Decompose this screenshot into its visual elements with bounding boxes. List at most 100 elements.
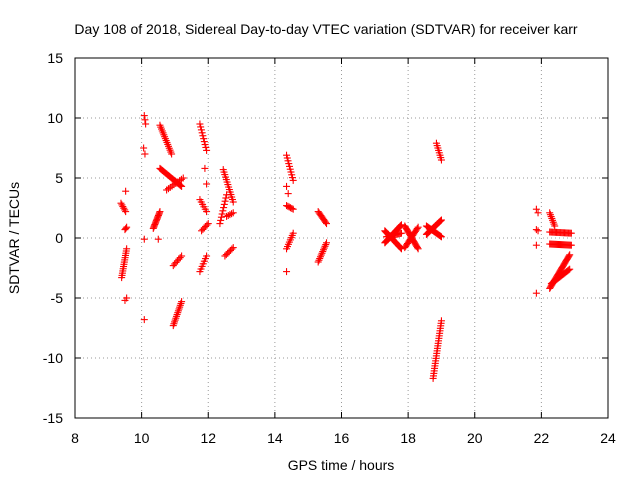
y-tick-label: 0: [55, 230, 63, 246]
data-point: [140, 144, 148, 152]
x-axis-label: GPS time / hours: [288, 457, 395, 473]
data-point: [323, 239, 331, 247]
data-point: [437, 216, 445, 224]
data-point: [216, 220, 224, 228]
data-point: [123, 223, 131, 231]
data-point: [289, 229, 297, 237]
data-point: [323, 220, 331, 228]
x-tick-label: 14: [267, 430, 283, 446]
data-point: [565, 266, 573, 274]
plot-frame: [74, 57, 609, 419]
data-point: [228, 210, 236, 218]
data-point: [414, 245, 422, 253]
data-point: [284, 190, 292, 198]
data-point: [203, 180, 211, 188]
data-point: [437, 317, 445, 325]
data-point: [437, 232, 445, 240]
data-point: [283, 268, 291, 276]
data-point: [532, 205, 540, 213]
data-point: [200, 135, 208, 143]
data-point: [121, 206, 129, 214]
grid-lines: [75, 58, 608, 418]
data-point: [201, 141, 209, 149]
data-point: [397, 245, 405, 253]
data-point: [321, 242, 329, 250]
data-point: [317, 251, 325, 259]
data-point: [203, 252, 211, 260]
data-point: [141, 150, 149, 158]
data-point: [229, 244, 237, 252]
data-points: [117, 112, 575, 382]
y-tick-label: 15: [47, 50, 63, 66]
x-tick-labels: 8 10 12 14 16 18 20 22 24: [71, 430, 616, 446]
x-tick-label: 24: [600, 430, 616, 446]
data-point: [288, 204, 296, 212]
y-tick-label: 10: [47, 110, 63, 126]
data-point: [534, 209, 542, 217]
data-point: [316, 255, 324, 263]
data-point: [176, 254, 184, 262]
data-point: [178, 182, 186, 190]
data-point: [218, 210, 226, 218]
data-point: [436, 232, 444, 240]
data-point: [217, 216, 225, 224]
data-point: [413, 244, 421, 252]
data-point: [142, 120, 150, 128]
y-axis-label: SDTVAR / TECUs: [6, 182, 22, 294]
data-point: [437, 233, 445, 241]
data-point: [437, 156, 445, 164]
data-point: [315, 256, 323, 264]
chart-title: Day 108 of 2018, Sidereal Day-to-day VTE…: [74, 21, 577, 37]
data-point: [219, 207, 227, 215]
data-point: [222, 194, 230, 202]
data-point: [203, 221, 211, 229]
data-point: [229, 209, 237, 217]
data-point: [217, 213, 225, 221]
data-point: [322, 241, 330, 249]
data-point: [316, 253, 324, 261]
data-point: [322, 218, 330, 226]
data-point: [203, 208, 211, 216]
data-point: [196, 120, 204, 128]
data-point: [437, 217, 445, 225]
data-point: [566, 251, 574, 259]
data-point: [228, 245, 236, 253]
data-point: [122, 187, 130, 195]
x-tick-label: 20: [467, 430, 483, 446]
x-tick-label: 8: [71, 430, 79, 446]
data-point: [397, 229, 405, 237]
data-point: [140, 112, 148, 120]
data-point: [197, 123, 205, 131]
data-point: [532, 289, 540, 297]
x-tick-label: 22: [534, 430, 550, 446]
data-point: [198, 129, 206, 137]
y-tick-label: -5: [51, 290, 64, 306]
data-point: [319, 248, 327, 256]
data-point: [221, 197, 229, 205]
data-point: [565, 252, 573, 260]
data-point: [436, 217, 444, 225]
data-point: [197, 126, 205, 134]
data-point: [122, 224, 130, 232]
data-point: [179, 174, 187, 182]
x-tick-label: 18: [400, 430, 416, 446]
data-point: [154, 235, 162, 243]
data-point: [140, 316, 148, 324]
data-point: [199, 132, 207, 140]
data-point: [226, 211, 234, 219]
data-point: [229, 198, 237, 206]
data-point: [201, 164, 209, 172]
data-point: [177, 182, 185, 190]
data-point: [567, 241, 575, 249]
data-point: [566, 265, 574, 273]
data-point: [178, 298, 186, 306]
data-point: [532, 226, 540, 234]
data-point: [551, 222, 559, 230]
data-point: [168, 150, 176, 158]
x-tick-label: 12: [200, 430, 216, 446]
data-point: [289, 176, 297, 184]
data-point: [220, 204, 228, 212]
data-point: [413, 225, 421, 233]
data-point: [319, 246, 327, 254]
y-tick-labels: -15 -10 -5 0 5 10 15: [43, 50, 63, 426]
